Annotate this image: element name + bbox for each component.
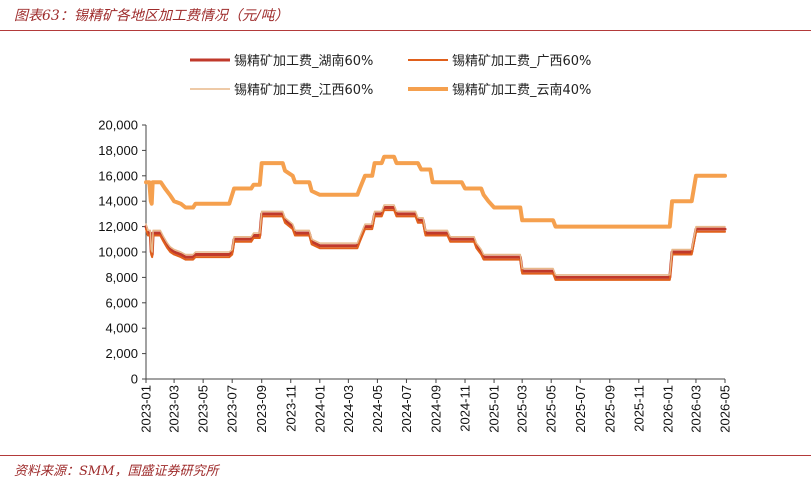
x-tick-label: 2023-03 — [167, 385, 182, 433]
y-tick-label: 0 — [131, 372, 138, 387]
line-chart: 锡精矿加工费_湖南60% 锡精矿加工费_广西60% 锡精矿加工费_江西60% 锡精矿加… — [98, 53, 733, 433]
x-tick-label: 2025-01 — [487, 385, 502, 433]
x-tick-label: 2025-09 — [602, 385, 617, 433]
x-tick-label: 2024-01 — [312, 385, 327, 433]
x-tick-label: 2026-01 — [660, 385, 675, 433]
plot-area — [144, 154, 727, 281]
x-tick-label: 2023-07 — [225, 385, 240, 433]
y-tick-label: 14,000 — [98, 194, 138, 209]
x-tick-label: 2023-11 — [283, 385, 298, 432]
x-tick-label: 2023-05 — [196, 385, 211, 433]
y-tick-label: 16,000 — [98, 168, 138, 183]
x-tick-label: 2025-11 — [631, 385, 646, 432]
y-tick-label: 12,000 — [98, 219, 138, 234]
x-tick-label: 2024-07 — [399, 385, 414, 433]
x-tick-label: 2024-05 — [370, 385, 385, 433]
x-tick-label: 2024-09 — [428, 385, 443, 433]
x-tick-label: 2026-03 — [688, 385, 703, 433]
legend-label: 锡精矿加工费_云南40% — [452, 82, 591, 98]
series-line-4 — [144, 154, 727, 229]
x-tick-label: 2025-03 — [515, 385, 530, 433]
x-tick-label: 2026-05 — [718, 385, 733, 433]
legend-label: 锡精矿加工费_江西60% — [234, 83, 373, 98]
x-tick-label: 2024-03 — [341, 385, 356, 433]
x-tick-label: 2023-01 — [139, 385, 154, 433]
y-tick-label: 10,000 — [98, 245, 138, 260]
report-header: 图表63：锡精矿各地区加工费情况（元/吨） — [0, 0, 811, 31]
series-line-3 — [145, 204, 726, 276]
footer-rule — [0, 455, 811, 456]
y-tick-label: 4,000 — [105, 321, 138, 336]
y-axis: 0 2,000 4,000 6,000 8,000 10,000 12,000 14,000 1… — [98, 118, 147, 387]
y-tick-label: 18,000 — [98, 143, 138, 158]
x-tick-label: 2025-07 — [573, 385, 588, 433]
x-tick-label: 2025-05 — [544, 385, 559, 433]
source-note: 资料来源：SMM，国盛证券研究所 — [14, 464, 219, 479]
series-line-1 — [144, 206, 727, 279]
series-line-2 — [145, 209, 726, 281]
x-tick-label: 2023-09 — [254, 385, 269, 433]
legend-label: 锡精矿加工费_广西60% — [452, 54, 591, 69]
x-axis: 2023-01 2023-03 2023-05 2023-07 2023-09 2023-… — [139, 378, 733, 433]
chart-legend: 锡精矿加工费_湖南60% 锡精矿加工费_广西60% 锡精矿加工费_江西60% 锡精矿加… — [190, 53, 591, 98]
y-tick-label: 20,000 — [98, 118, 138, 133]
chart-title: 图表63：锡精矿各地区加工费情况（元/吨） — [14, 8, 289, 24]
y-tick-label: 8,000 — [105, 270, 138, 285]
y-tick-label: 2,000 — [105, 346, 138, 361]
x-tick-label: 2024-11 — [458, 385, 473, 432]
header-rule — [0, 30, 811, 31]
legend-label: 锡精矿加工费_湖南60% — [234, 53, 373, 69]
y-tick-label: 6,000 — [105, 295, 138, 310]
